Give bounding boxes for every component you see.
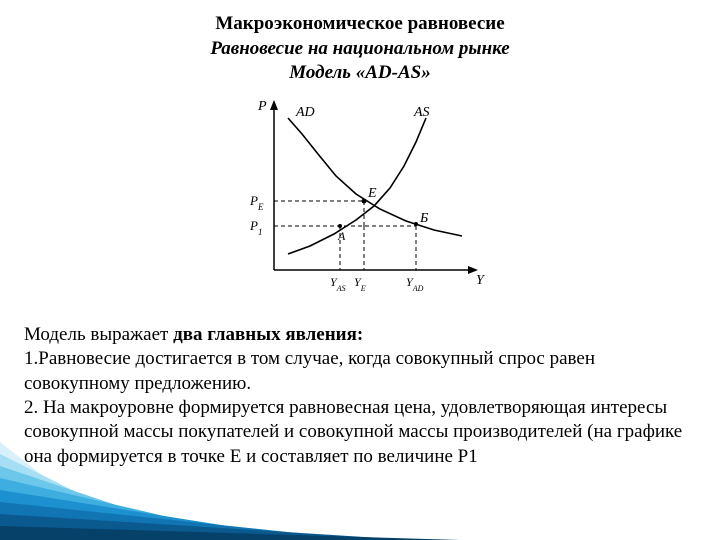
title-line3: Модель «AD-AS» bbox=[0, 61, 720, 86]
svg-text:YAD: YAD bbox=[406, 275, 424, 293]
paragraph-1: 1.Равновесие достигается в том случае, к… bbox=[24, 347, 700, 396]
adas-chart: PYADASEAБPEP1YASYEYAD bbox=[230, 94, 490, 309]
svg-text:AS: AS bbox=[413, 105, 430, 120]
svg-text:A: A bbox=[337, 229, 346, 243]
svg-text:AD: AD bbox=[295, 105, 315, 120]
svg-text:YE: YE bbox=[354, 275, 366, 293]
svg-text:E: E bbox=[367, 186, 377, 201]
svg-text:PE: PE bbox=[249, 193, 264, 212]
lead-line: Модель выражает два главных явления: bbox=[24, 323, 700, 347]
svg-text:Б: Б bbox=[419, 211, 428, 226]
title-line1: Макроэкономическое равновесие bbox=[0, 12, 720, 37]
lead-text: Модель выражает bbox=[24, 324, 173, 345]
svg-text:P: P bbox=[257, 99, 267, 114]
body-text: Модель выражает два главных явления: 1.Р… bbox=[0, 323, 720, 469]
chart-svg: PYADASEAБPEP1YASYEYAD bbox=[230, 94, 490, 304]
title-line2: Равновесие на национальном рынке bbox=[0, 37, 720, 62]
svg-text:P1: P1 bbox=[249, 218, 262, 237]
lead-bold: два главных явления: bbox=[173, 324, 363, 345]
svg-text:Y: Y bbox=[476, 273, 486, 288]
title-block: Макроэкономическое равновесие Равновесие… bbox=[0, 0, 720, 86]
paragraph-2: 2. На макроуровне формируется равновесна… bbox=[24, 396, 700, 469]
svg-text:YAS: YAS bbox=[330, 275, 346, 293]
